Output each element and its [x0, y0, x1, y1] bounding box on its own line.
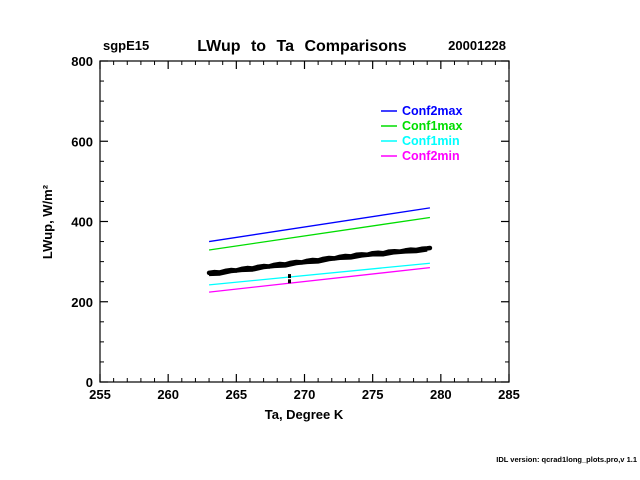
creation-timestamp: Sat Dec 9 06:26:23 2006 [4, 476, 265, 480]
y-tick-label: 200 [71, 295, 93, 310]
site-label: sgpE15 [103, 38, 149, 53]
x-tick-label: 270 [294, 387, 316, 402]
confidence-limit-lines [208, 207, 431, 293]
y-tick-label: 800 [71, 54, 93, 69]
series-line-conf1max [208, 216, 431, 251]
axes-frame: 255 260 265 270 275 280 285 0 200 400 600 800 [71, 54, 520, 402]
footer-left: Sat Dec 9 06:26:23 2006 Battelle Pacific… [4, 445, 265, 480]
x-tick-label: 260 [157, 387, 179, 402]
series-line-conf1min [209, 262, 430, 286]
y-axis-label: LWup, W/m² [40, 184, 55, 259]
legend-label-conf2min: Conf2min [402, 149, 460, 163]
legend-label-conf1min: Conf1min [402, 134, 460, 148]
x-tick-label: 280 [430, 387, 452, 402]
y-tick-label: 600 [71, 134, 93, 149]
scatter-outlier-point [288, 279, 292, 284]
scatter-outlier-point [288, 274, 292, 279]
scatter-band [206, 245, 433, 276]
series-line-conf2min [208, 266, 430, 293]
idl-version-line: IDL version: qcrad1long_plots.pro,v 1.1 [496, 455, 637, 465]
scatter-band-lower-edge [209, 249, 428, 277]
y-tick-label: 400 [71, 215, 93, 230]
x-tick-label: 265 [225, 387, 247, 402]
legend-label-conf2max: Conf2max [402, 104, 462, 118]
y-tick-label: 0 [86, 375, 93, 390]
x-tick-label: 275 [362, 387, 384, 402]
date-label: 20001228 [448, 38, 506, 53]
x-tick-label: 255 [89, 387, 111, 402]
chart-title: LWup to Ta Comparisons [197, 38, 407, 55]
x-axis-label: Ta, Degree K [265, 407, 344, 422]
series-line-conf2max [208, 207, 431, 243]
x-tick-label: 285 [498, 387, 520, 402]
lwup-scatter-band [206, 245, 433, 284]
footer-right: IDL version: qcrad1long_plots.pro,v 1.1 … [447, 441, 637, 480]
legend-label-conf1max: Conf1max [402, 119, 462, 133]
